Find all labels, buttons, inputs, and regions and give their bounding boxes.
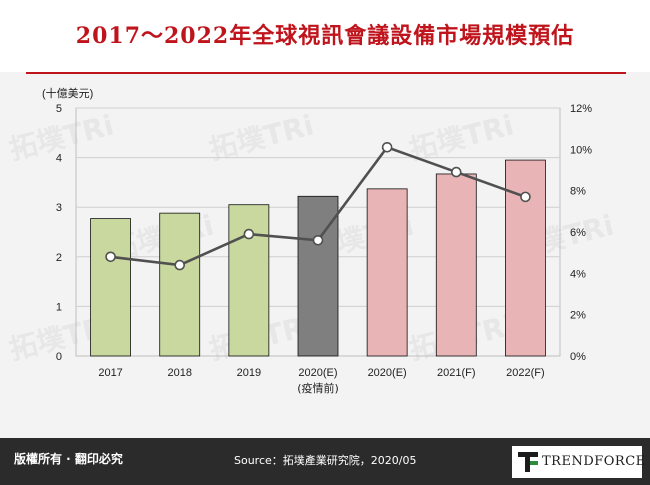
- y-axis-ticks: 0 1 2 3 4 5: [56, 103, 62, 363]
- x-tick-sublabel: (疫情前): [297, 381, 339, 395]
- y-tick-label: 4: [56, 153, 62, 165]
- y-tick-label: 0: [56, 351, 62, 363]
- trendforce-logo-text: TRENDFORCE: [542, 454, 646, 469]
- y2-tick-label: 8%: [570, 186, 586, 198]
- y2-tick-label: 10%: [570, 144, 592, 156]
- y2-tick-label: 0%: [570, 351, 586, 363]
- x-tick-label: 2020(E): [298, 367, 337, 379]
- bar-series: [90, 159, 546, 357]
- y2-tick-label: 2%: [570, 310, 586, 322]
- x-axis-labels: 2017 2018 2019 2020(E) (疫情前) 2020(E) 2021(F) 20…: [98, 367, 544, 395]
- x-tick-label: 2020(E): [368, 367, 407, 379]
- line-point-2: [243, 228, 255, 240]
- y-tick-label: 1: [56, 301, 62, 313]
- y2-tick-label: 12%: [570, 103, 592, 115]
- trendforce-logo: TRENDFORCE: [512, 446, 645, 478]
- bar-5: [435, 173, 477, 357]
- x-tick-label: 2018: [167, 367, 191, 379]
- source-note: Source：拓墣產業研究院，2020/05: [234, 454, 417, 467]
- y-tick-label: 5: [56, 103, 62, 115]
- y-axis-label: (十億美元): [42, 86, 93, 100]
- footer-bar: 版權所有 · 翻印必究 Source：拓墣產業研究院，2020/05 TREND…: [0, 438, 650, 485]
- title-underline: [26, 72, 626, 74]
- line-point-3: [312, 234, 324, 246]
- y-tick-label: 2: [56, 252, 62, 264]
- bar-4: [366, 188, 408, 357]
- bar-0: [90, 218, 131, 357]
- y2-tick-label: 4%: [570, 268, 586, 280]
- line-point-6: [520, 191, 531, 203]
- x-tick-label: 2017: [98, 367, 122, 379]
- line-point-1: [174, 259, 186, 271]
- bar-6: [505, 159, 546, 357]
- line-point-4: [381, 141, 393, 153]
- x-tick-label: 2019: [237, 367, 261, 379]
- line-point-0: [105, 251, 116, 263]
- y-tick-label: 3: [56, 202, 62, 214]
- line-point-5: [450, 166, 462, 178]
- y2-tick-label: 6%: [570, 227, 586, 239]
- x-tick-label: 2022(F): [506, 367, 545, 379]
- growth-line-series: [105, 141, 531, 271]
- bar-2: [228, 204, 270, 357]
- copyright-notice: 版權所有 · 翻印必究: [14, 452, 123, 466]
- y2-axis-ticks: 0% 2% 4% 6% 8% 10% 12%: [570, 103, 592, 363]
- x-tick-label: 2021(F): [437, 367, 476, 379]
- page-title: 2017～2022年全球視訊會議設備市場規模預估: [75, 23, 575, 49]
- trendforce-logo-icon: [518, 452, 538, 472]
- title-band: [0, 0, 650, 72]
- bar-1: [159, 212, 201, 357]
